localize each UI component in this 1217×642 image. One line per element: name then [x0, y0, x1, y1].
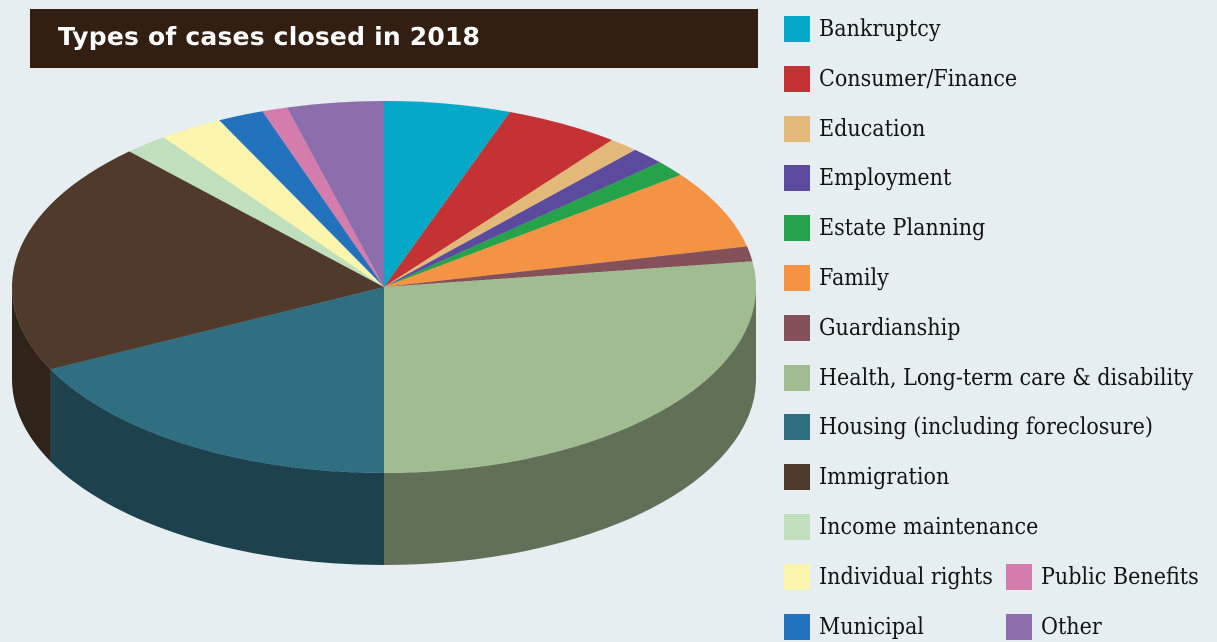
legend-label: Housing (including foreclosure): [819, 414, 1153, 441]
legend-swatch: [784, 265, 810, 291]
pie-sides: [12, 287, 756, 565]
legend-label: Immigration: [819, 464, 950, 491]
legend-swatch: [784, 115, 810, 142]
legend-label: Municipal: [819, 613, 924, 640]
legend-swatch: [784, 314, 810, 341]
legend-swatch: [784, 65, 810, 92]
pie-side-immigration: [12, 287, 51, 462]
pie-slices: [12, 101, 756, 473]
legend-label: Income maintenance: [819, 514, 1039, 540]
pie-slice-family: [384, 174, 748, 287]
pie-side-health-long-term-care-disability: [384, 287, 756, 565]
legend-label: Employment: [819, 165, 952, 192]
legend-swatch: [784, 215, 810, 242]
legend-label: Public Benefits: [1041, 563, 1199, 590]
legend-swatch: [1006, 563, 1032, 590]
legend-label: Consumer/Finance: [819, 65, 1018, 92]
legend-label: Bankruptcy: [819, 16, 941, 42]
pie-slice-estate-planning: [384, 162, 681, 287]
legend-label: Family: [819, 265, 889, 291]
legend-swatch: [784, 464, 810, 491]
pie-slice-housing-including-foreclosure: [50, 287, 385, 473]
legend-label: Education: [819, 115, 926, 142]
pie-slice-bankruptcy: [384, 101, 511, 287]
legend-label: Other: [1041, 613, 1102, 640]
legend-label: Individual rights: [819, 563, 993, 590]
pie-slice-other: [286, 101, 384, 287]
chart-title: Types of cases closed in 2018: [58, 22, 481, 51]
pie-slice-education: [384, 140, 636, 287]
pie-side-housing-including-foreclosure: [50, 369, 385, 565]
legend-label: Estate Planning: [819, 215, 986, 242]
pie-slice-individual-rights: [163, 120, 384, 288]
pie-slice-immigration: [12, 151, 385, 370]
legend-label: Guardianship: [819, 314, 961, 341]
pie-slice-public-benefits: [262, 107, 384, 287]
title-bar: Types of cases closed in 2018: [30, 9, 758, 68]
pie-slice-health-long-term-care-disability: [384, 261, 756, 473]
pie-slice-municipal: [219, 111, 384, 288]
legend-swatch: [784, 165, 810, 192]
pie-slice-employment: [384, 149, 660, 287]
legend-swatch: [1006, 613, 1032, 640]
legend-swatch: [784, 364, 810, 391]
pie-slice-income-maintenance: [129, 137, 384, 287]
legend-swatch: [784, 414, 810, 441]
legend-swatch: [784, 563, 810, 590]
legend-swatch: [784, 514, 810, 540]
pie-slice-consumer-finance: [384, 111, 613, 287]
legend-swatch: [784, 16, 810, 42]
legend-swatch: [784, 613, 810, 640]
pie-slice-guardianship: [384, 246, 753, 287]
legend-label: Health, Long-term care & disability: [819, 364, 1194, 391]
